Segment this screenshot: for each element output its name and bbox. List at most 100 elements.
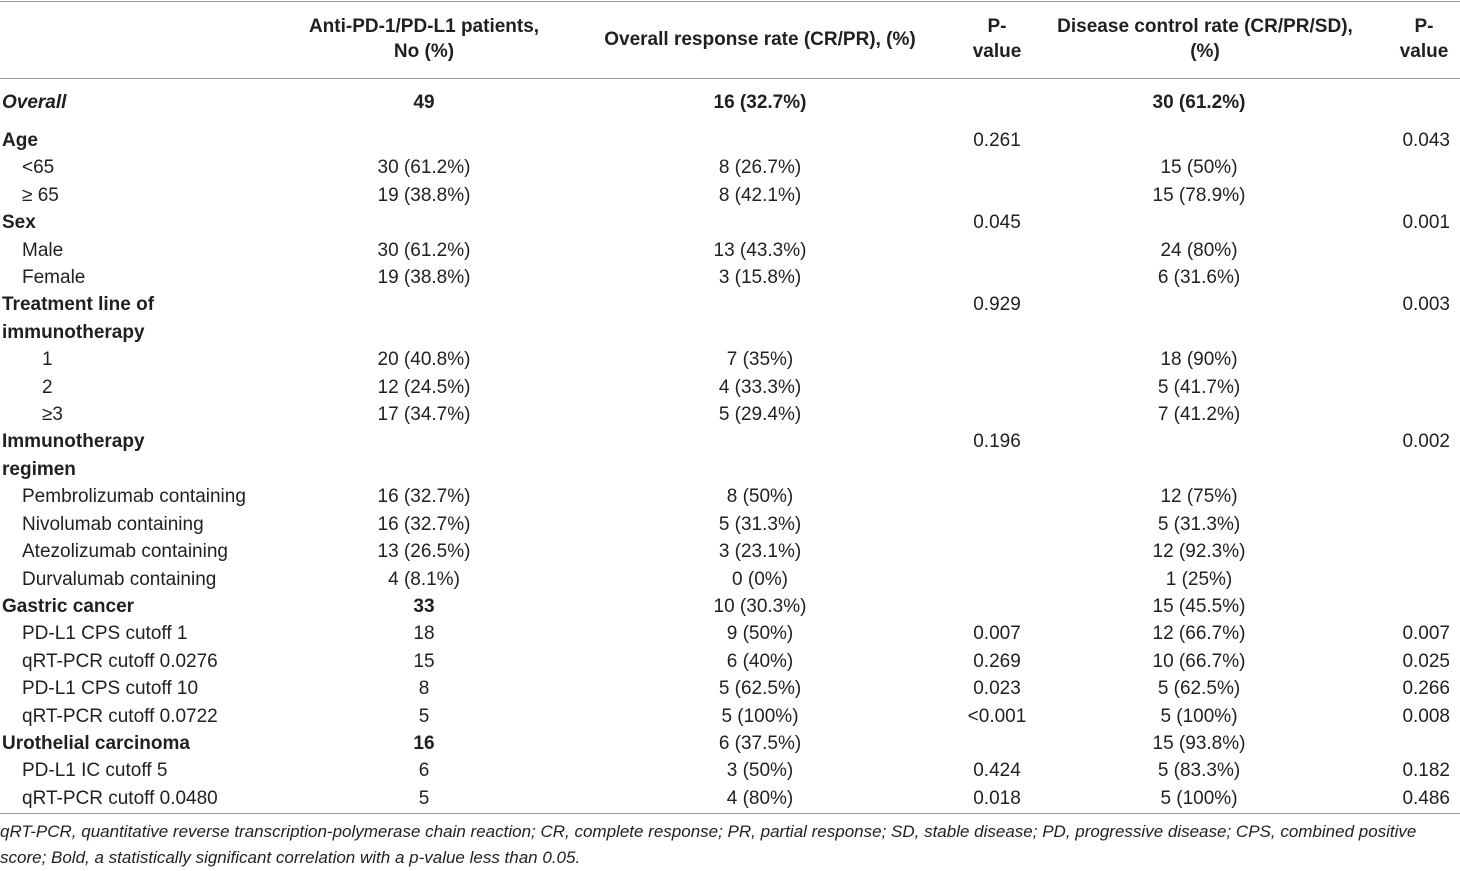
cell-pvalue-orr: [954, 182, 1040, 209]
header-dcr-text: Disease control rate (CR/PR/SD), (%): [1057, 16, 1353, 62]
cell-pvalue-dcr: [1358, 566, 1460, 593]
cell-pvalue-dcr: [1358, 730, 1460, 757]
row-label: ≥ 65: [22, 184, 59, 206]
table-row: PD-L1 CPS cutoff 1 18 9 (50%) 0.007 12 (66.7…: [0, 620, 1460, 647]
cell-pvalue-dcr: [1358, 401, 1460, 428]
cell-orr: 16 (32.7%): [713, 92, 807, 113]
cell-dcr: 12 (75%): [1160, 486, 1238, 508]
cell-patients: 8: [418, 678, 430, 700]
cell-pvalue-dcr: 0.486: [1402, 787, 1450, 809]
row-label: PD-L1 IC cutoff 5: [22, 760, 168, 782]
row-label: <65: [22, 157, 55, 179]
cell-dcr: 5 (83.3%): [1157, 760, 1241, 782]
cell-pvalue-dcr: [1358, 264, 1460, 291]
cell-pvalue-orr: [954, 346, 1040, 373]
cell-dcr: 5 (41.7%): [1157, 376, 1241, 398]
header-orr: Overall response rate (CR/PR), (%): [566, 0, 954, 78]
row-label: PD-L1 CPS cutoff 10: [22, 678, 199, 700]
cell-dcr: [1040, 319, 1358, 346]
cell-patients: 12 (24.5%): [377, 376, 471, 398]
cell-dcr: 15 (78.9%): [1152, 184, 1246, 206]
header-pvalue-dcr-text: P-value: [1399, 16, 1449, 62]
cell-orr: [566, 428, 954, 455]
cell-patients: 5: [418, 787, 430, 809]
row-label: ≥3: [42, 404, 63, 426]
cell-patients: [282, 319, 566, 346]
cell-pvalue-orr: 0.424: [973, 760, 1021, 782]
table-row: immunotherapy: [0, 319, 1460, 346]
cell-dcr: 5 (100%): [1160, 705, 1238, 727]
row-label: Gastric cancer: [2, 595, 135, 617]
row-label: Age: [2, 130, 38, 151]
row-label: Pembrolizumab containing: [22, 486, 246, 508]
cell-dcr: 5 (31.3%): [1157, 513, 1241, 535]
table-row: Sex 0.045 0.001: [0, 209, 1460, 236]
cell-pvalue-orr: [954, 593, 1040, 620]
cell-pvalue-orr: [954, 566, 1040, 593]
cell-dcr: [1040, 127, 1358, 154]
row-label: Male: [22, 239, 64, 261]
cell-patients: 16 (32.7%): [377, 513, 471, 535]
cell-patients: [282, 291, 566, 318]
row-label: Treatment line of: [2, 294, 155, 316]
cell-dcr: 7 (41.2%): [1157, 404, 1241, 426]
cell-patients: 16 (32.7%): [377, 486, 471, 508]
row-label: 1: [42, 349, 53, 371]
cell-orr: 7 (35%): [726, 349, 794, 371]
table-row: Age 0.261 0.043: [0, 127, 1460, 154]
cell-pvalue-orr: 0.196: [973, 431, 1021, 453]
cell-pvalue-orr: [954, 78, 1040, 127]
cell-pvalue-dcr: 0.008: [1402, 705, 1450, 727]
cell-patients: 49: [413, 92, 435, 113]
row-label: Female: [22, 267, 86, 289]
cell-orr: 9 (50%): [726, 623, 794, 645]
cell-patients: 4 (8.1%): [388, 568, 460, 590]
cell-dcr: 15 (45.5%): [1152, 595, 1246, 617]
cell-dcr: [1040, 209, 1358, 236]
row-label: Overall: [2, 92, 67, 113]
cell-dcr: 15 (50%): [1160, 157, 1238, 179]
cell-patients: 19 (38.8%): [377, 184, 471, 206]
cell-dcr: 5 (100%): [1160, 787, 1238, 809]
table-row: <65 30 (61.2%) 8 (26.7%) 15 (50%): [0, 154, 1460, 181]
cell-orr: 4 (33.3%): [718, 376, 802, 398]
cell-orr: [566, 209, 954, 236]
cell-pvalue-dcr: 0.002: [1402, 431, 1450, 453]
row-label: qRT-PCR cutoff 0.0276: [22, 650, 218, 672]
header-pvalue-orr: P-value: [954, 0, 1040, 78]
results-table: Anti-PD-1/PD-L1 patients, No (%) Overall…: [0, 0, 1460, 809]
cell-pvalue-orr: [954, 538, 1040, 565]
table-row: Atezolizumab containing 13 (26.5%) 3 (23.1…: [0, 538, 1460, 565]
cell-pvalue-orr: [954, 264, 1040, 291]
cell-orr: 5 (100%): [721, 705, 799, 727]
cell-pvalue-dcr: [1358, 78, 1460, 127]
table-row: Pembrolizumab containing 16 (32.7%) 8 (50%…: [0, 483, 1460, 510]
cell-pvalue-dcr: 0.001: [1402, 212, 1450, 234]
table-row: 2 12 (24.5%) 4 (33.3%) 5 (41.7%): [0, 374, 1460, 401]
cell-dcr: [1040, 291, 1358, 318]
header-rule: [0, 78, 1460, 79]
cell-orr: [566, 319, 954, 346]
cell-pvalue-dcr: [1358, 538, 1460, 565]
cell-orr: 13 (43.3%): [713, 239, 807, 261]
cell-dcr: 1 (25%): [1165, 568, 1233, 590]
cell-pvalue-dcr: [1358, 182, 1460, 209]
table-row: qRT-PCR cutoff 0.0276 15 6 (40%) 0.269 10 (6…: [0, 648, 1460, 675]
cell-orr: 3 (15.8%): [718, 267, 802, 289]
cell-pvalue-orr: [954, 511, 1040, 538]
row-label: Urothelial carcinoma: [2, 732, 190, 754]
cell-pvalue-orr: 0.269: [973, 650, 1021, 672]
cell-orr: [566, 127, 954, 154]
bottom-rule: [0, 813, 1460, 814]
cell-pvalue-dcr: 0.007: [1402, 623, 1450, 645]
cell-pvalue-orr: [954, 237, 1040, 264]
table-row: Male 30 (61.2%) 13 (43.3%) 24 (80%): [0, 237, 1460, 264]
row-label: PD-L1 CPS cutoff 1: [22, 623, 188, 645]
table-row: PD-L1 IC cutoff 5 6 3 (50%) 0.424 5 (83.3%) 0…: [0, 757, 1460, 784]
cell-orr: 0 (0%): [732, 568, 788, 590]
header-label: [0, 0, 282, 78]
cell-patients: 15: [413, 650, 435, 672]
cell-pvalue-dcr: [1358, 483, 1460, 510]
table-row: ≥3 17 (34.7%) 5 (29.4%) 7 (41.2%): [0, 401, 1460, 428]
